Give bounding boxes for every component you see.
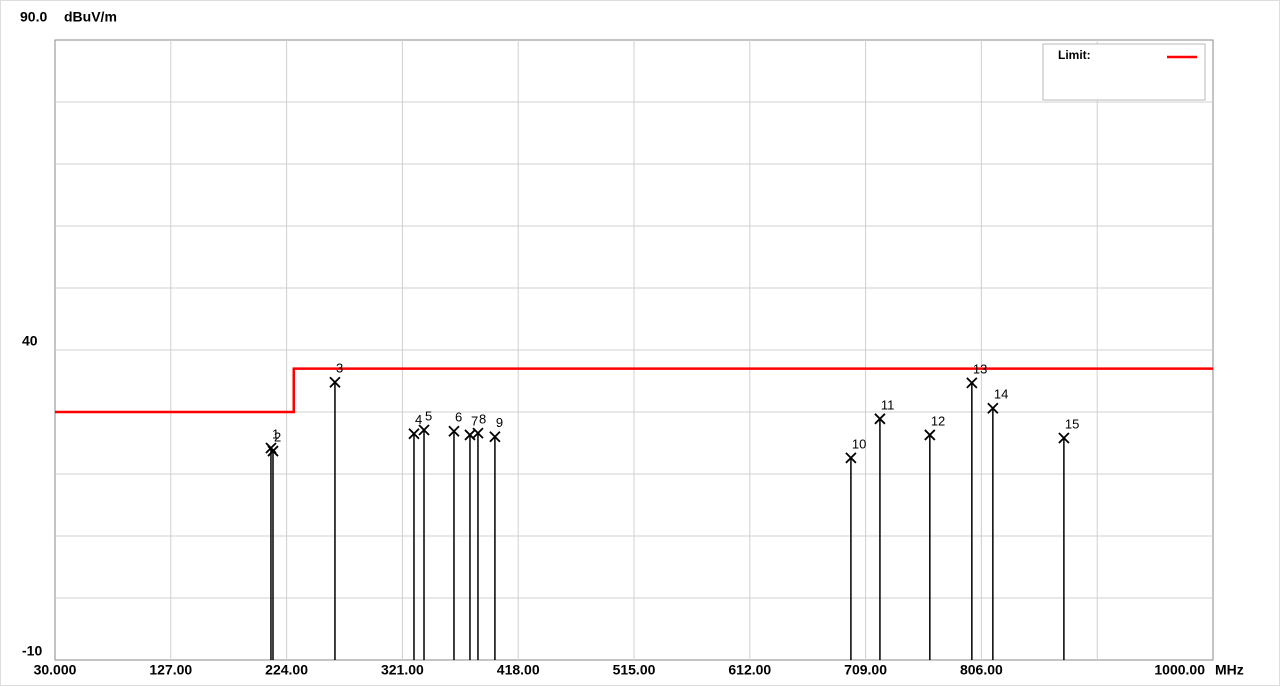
y-tick-label: -10 (22, 643, 42, 659)
x-tick-label: 806.00 (960, 662, 1003, 678)
marker (472, 427, 484, 439)
x-tick-label: 709.00 (844, 662, 887, 678)
marker (448, 425, 460, 437)
marker-label: 4 (415, 412, 422, 427)
marker-label: 10 (852, 436, 866, 451)
marker (874, 413, 886, 425)
marker (924, 429, 936, 441)
marker-label: 15 (1065, 416, 1079, 431)
marker (1058, 432, 1070, 444)
marker (845, 452, 857, 464)
x-tick-label: 321.00 (381, 662, 424, 678)
marker-label: 3 (336, 361, 343, 376)
marker (489, 431, 501, 443)
marker-label: 9 (496, 415, 503, 430)
x-tick-label: 30.000 (34, 662, 77, 678)
x-tick-label: 224.00 (265, 662, 308, 678)
marker-label: 2 (274, 429, 281, 444)
legend-label: Limit: (1058, 48, 1091, 62)
marker (418, 424, 430, 436)
marker-label: 6 (455, 410, 462, 425)
marker-label: 12 (931, 413, 945, 428)
x-tick-label: 515.00 (613, 662, 656, 678)
x-tick-label: 127.00 (149, 662, 192, 678)
marker (408, 428, 420, 440)
marker-label: 13 (973, 361, 987, 376)
marker-label: 11 (881, 397, 895, 412)
marker (987, 402, 999, 414)
limit-line (55, 367, 1213, 414)
x-tick-label: 612.00 (728, 662, 771, 678)
marker-label: 14 (994, 387, 1008, 402)
marker (267, 445, 279, 457)
y-unit: dBuV/m (64, 9, 117, 25)
x-tick-label: 418.00 (497, 662, 540, 678)
legend (1042, 43, 1206, 101)
y-tick-label: 90.0 (20, 9, 47, 25)
y-tick-label: 40 (22, 333, 38, 349)
marker-label: 7 (471, 413, 478, 428)
x-tick-label: 1000.00 (1154, 662, 1205, 678)
marker (966, 377, 978, 389)
marker (329, 376, 341, 388)
x-unit: MHz (1215, 662, 1244, 678)
marker-label: 8 (479, 412, 486, 427)
marker-label: 5 (425, 408, 432, 423)
marker-label: 1 (272, 426, 279, 441)
